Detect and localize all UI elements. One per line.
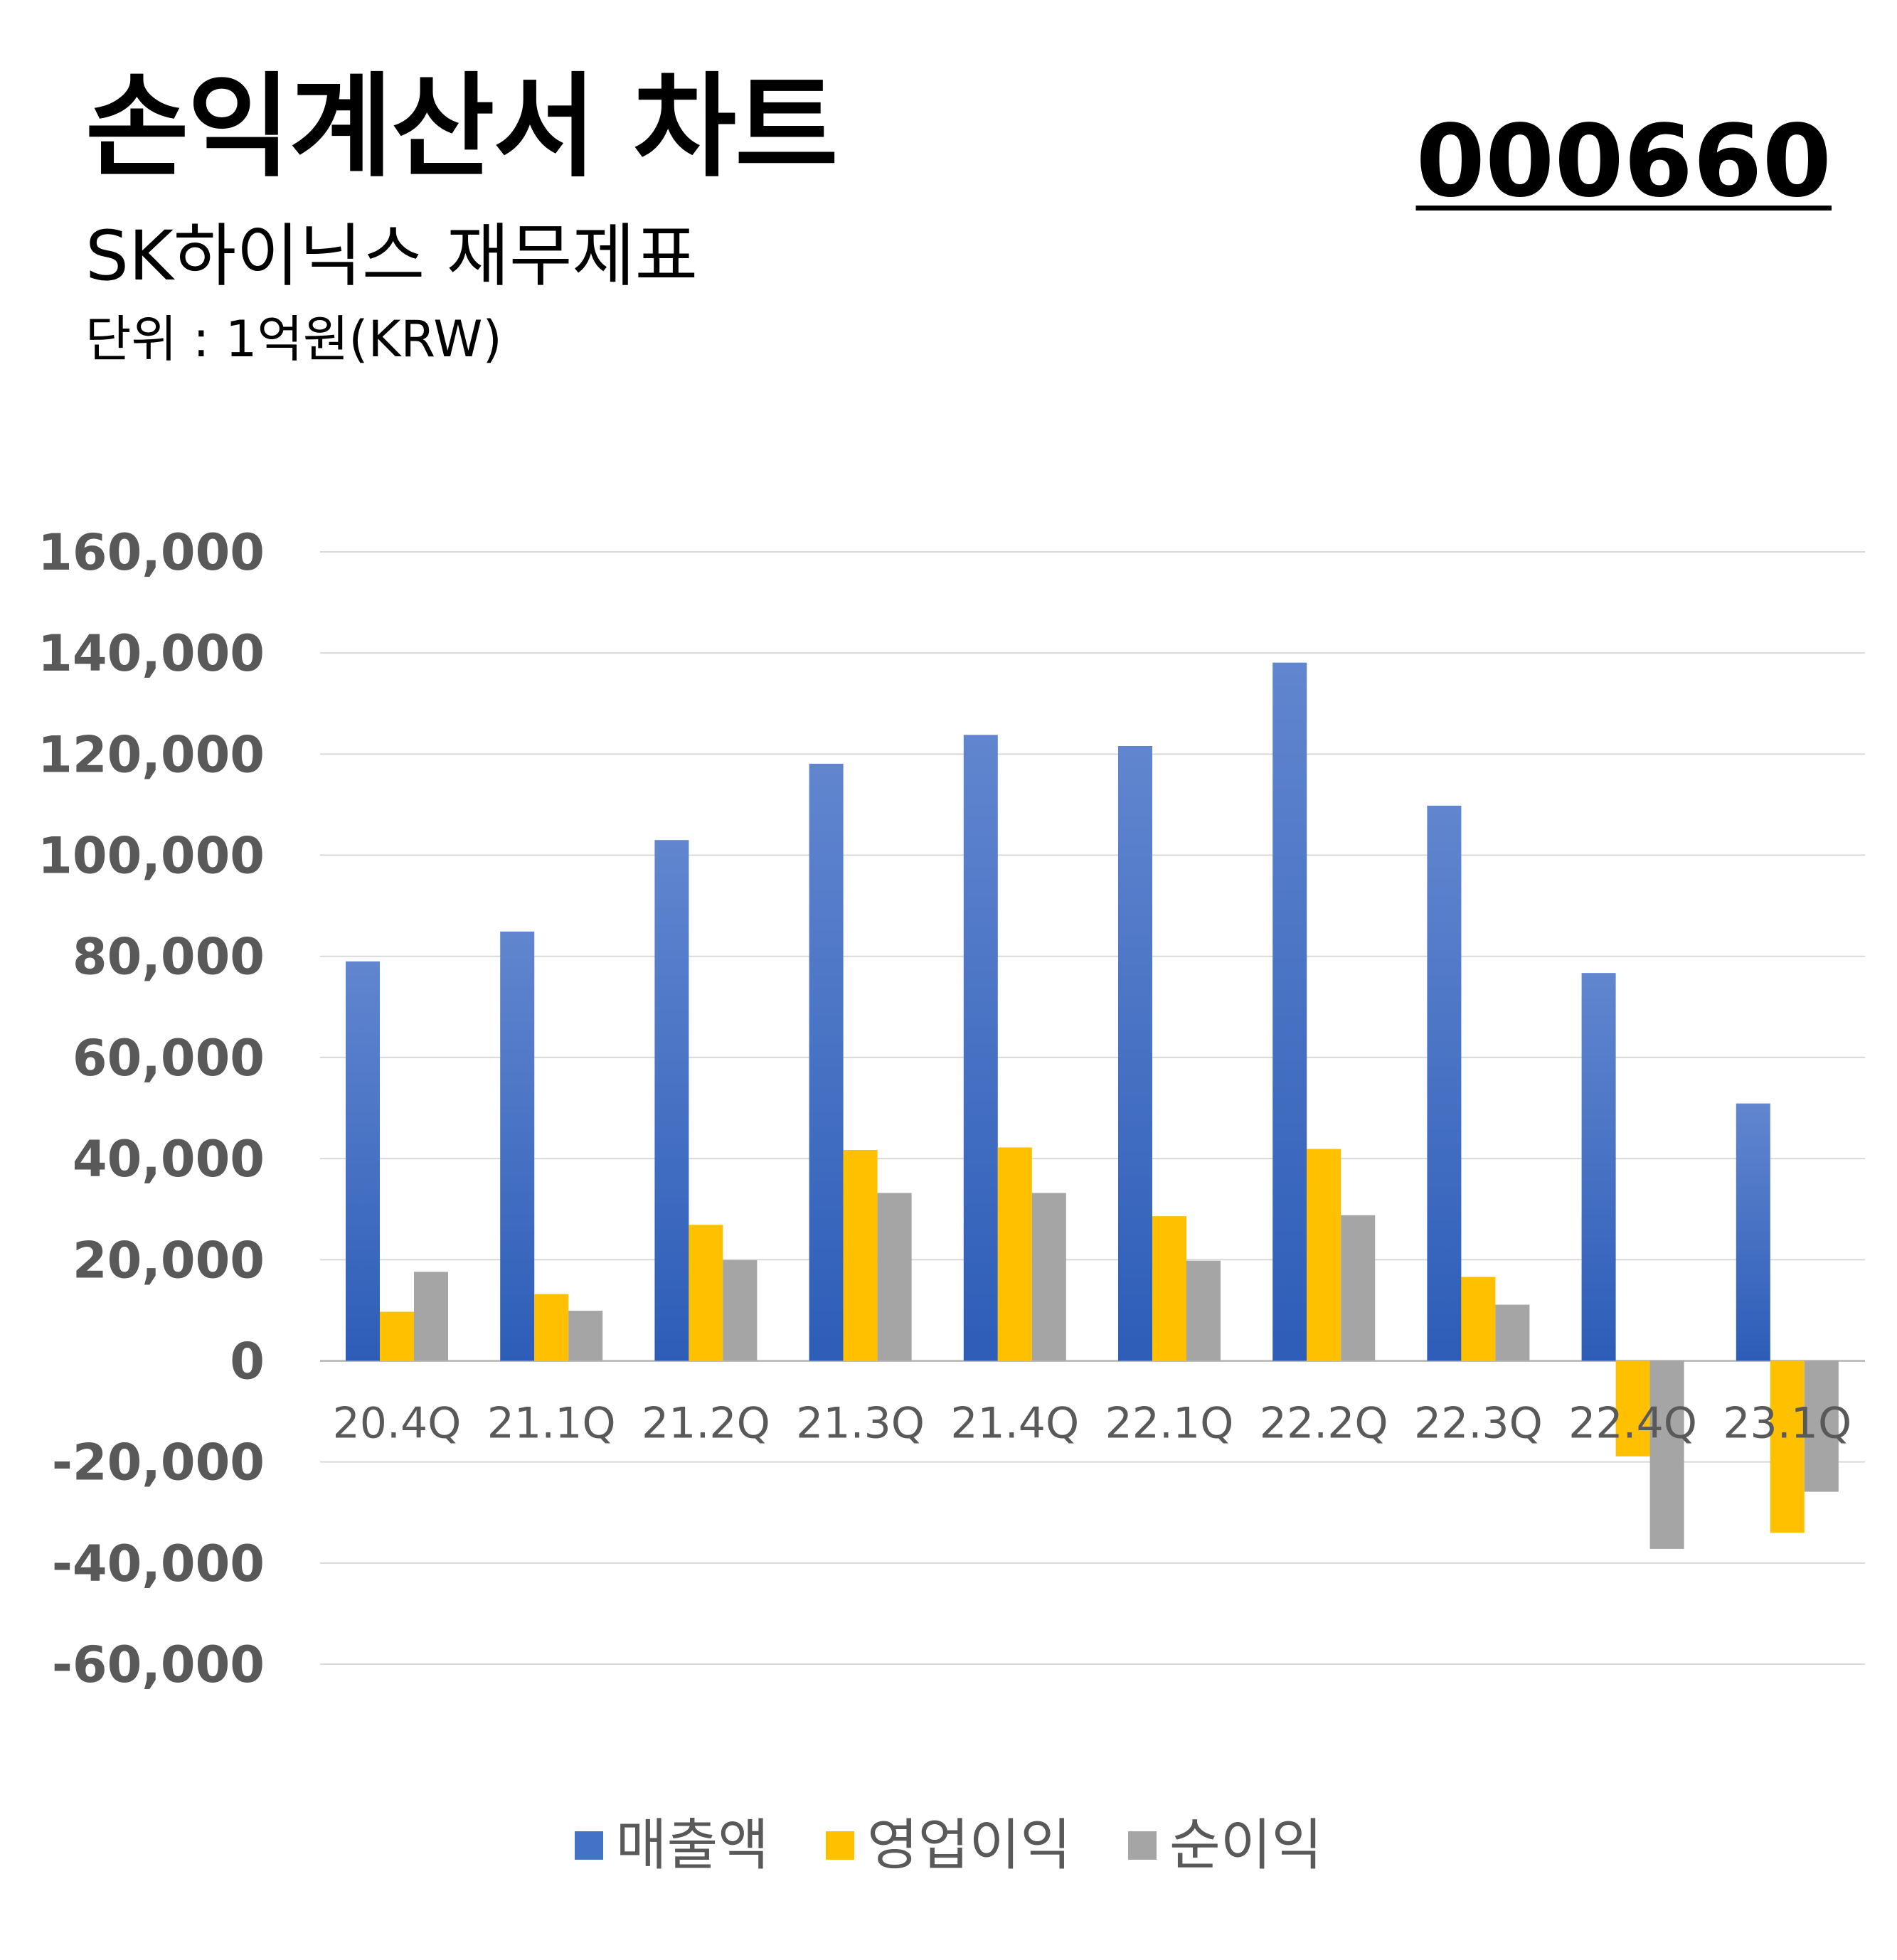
y-tick-label: 140,000	[38, 624, 265, 683]
y-tick-label: 160,000	[38, 523, 265, 582]
y-tick-label: 20,000	[73, 1231, 265, 1289]
x-axis-ticks: 20.4Q 21.1Q 21.2Q 21.3Q 21.4Q 22.1Q 22.2Q 22.3Q…	[333, 1398, 1852, 1448]
bar-operating-profit-22.2Q	[1307, 1149, 1341, 1361]
y-tick-label: 100,000	[38, 827, 265, 885]
x-tick-label: 21.3Q	[796, 1398, 925, 1448]
bar-net-profit-23.1Q	[1804, 1360, 1839, 1492]
x-tick-label: 22.4Q	[1568, 1398, 1697, 1448]
y-tick-label: 0	[230, 1332, 265, 1390]
bar-operating-profit-21.2Q	[689, 1225, 723, 1361]
legend-item-net-profit: 순이익	[1128, 1818, 1322, 1873]
x-tick-label: 23.1Q	[1723, 1398, 1851, 1448]
x-tick-label: 21.4Q	[950, 1398, 1079, 1448]
x-tick-label: 21.1Q	[487, 1398, 616, 1448]
x-tick-label: 20.4Q	[333, 1398, 462, 1448]
bar-operating-profit-22.1Q	[1152, 1216, 1186, 1361]
legend-swatch	[1128, 1831, 1157, 1860]
chart-subtitle: SK하이닉스 재무제표	[85, 216, 698, 296]
bar-net-profit-21.3Q	[877, 1193, 912, 1361]
x-tick-label: 22.2Q	[1260, 1398, 1388, 1448]
y-tick-label: -40,000	[52, 1535, 265, 1593]
legend-label: 순이익	[1169, 1813, 1323, 1878]
x-tick-label: 22.1Q	[1105, 1398, 1234, 1448]
legend-item-revenue: 매출액	[574, 1813, 769, 1878]
bar-operating-profit-21.4Q	[997, 1147, 1032, 1361]
bar-operating-profit-22.4Q	[1615, 1360, 1650, 1456]
y-tick-label: 120,000	[38, 725, 265, 784]
grid-lines	[320, 551, 1865, 1665]
y-tick-label: -60,000	[52, 1636, 265, 1694]
bar-net-profit-21.2Q	[723, 1259, 758, 1361]
bar-net-profit-20.4Q	[414, 1272, 448, 1361]
stock-code: 000660	[1415, 104, 1832, 220]
bar-revenue-22.1Q	[1118, 745, 1152, 1361]
bar-revenue-21.1Q	[500, 931, 535, 1361]
y-tick-label: 60,000	[73, 1029, 265, 1087]
bar-net-profit-21.1Q	[568, 1311, 603, 1361]
y-tick-label: 40,000	[73, 1130, 265, 1188]
bar-revenue-22.4Q	[1581, 973, 1616, 1361]
unit-label: 단위 : 1억원(KRW)	[85, 310, 502, 368]
x-tick-label: 22.3Q	[1414, 1398, 1543, 1448]
bar-operating-profit-23.1Q	[1770, 1360, 1805, 1533]
x-tick-label: 21.2Q	[642, 1398, 770, 1448]
bar-chart: 160,000 140,000 120,000 100,000 80,000 60,000…	[38, 523, 1865, 1694]
legend: 매출액 영업이익 순이익	[0, 1818, 1897, 1873]
bar-revenue-22.3Q	[1427, 805, 1462, 1361]
bar-net-profit-22.2Q	[1341, 1215, 1376, 1361]
bar-net-profit-22.4Q	[1649, 1360, 1684, 1549]
bar-net-profit-21.4Q	[1031, 1193, 1066, 1361]
bar-revenue-22.2Q	[1272, 662, 1307, 1361]
y-axis-ticks: 160,000 140,000 120,000 100,000 80,000 60,000…	[38, 523, 265, 1694]
chart-title: 손익계산서 차트	[85, 62, 839, 193]
bar-revenue-21.4Q	[963, 735, 998, 1361]
legend-swatch	[574, 1831, 603, 1860]
y-tick-label: -20,000	[52, 1434, 265, 1492]
bar-revenue-23.1Q	[1736, 1103, 1770, 1361]
bar-operating-profit-22.3Q	[1461, 1277, 1496, 1361]
bar-operating-profit-21.3Q	[843, 1150, 878, 1361]
legend-label: 매출액	[615, 1813, 769, 1878]
legend-item-operating-profit: 영업이익	[825, 1813, 1072, 1878]
bar-net-profit-22.3Q	[1495, 1304, 1530, 1361]
bar-net-profit-22.1Q	[1186, 1260, 1221, 1361]
bar-revenue-20.4Q	[346, 961, 380, 1361]
bar-revenue-21.3Q	[809, 763, 844, 1361]
legend-label: 영업이익	[866, 1813, 1072, 1878]
bar-revenue-21.2Q	[654, 840, 689, 1361]
legend-swatch	[825, 1831, 854, 1860]
bar-operating-profit-20.4Q	[380, 1311, 414, 1361]
bar-operating-profit-21.1Q	[534, 1294, 569, 1361]
y-tick-label: 80,000	[73, 928, 265, 986]
bars	[346, 662, 1839, 1549]
